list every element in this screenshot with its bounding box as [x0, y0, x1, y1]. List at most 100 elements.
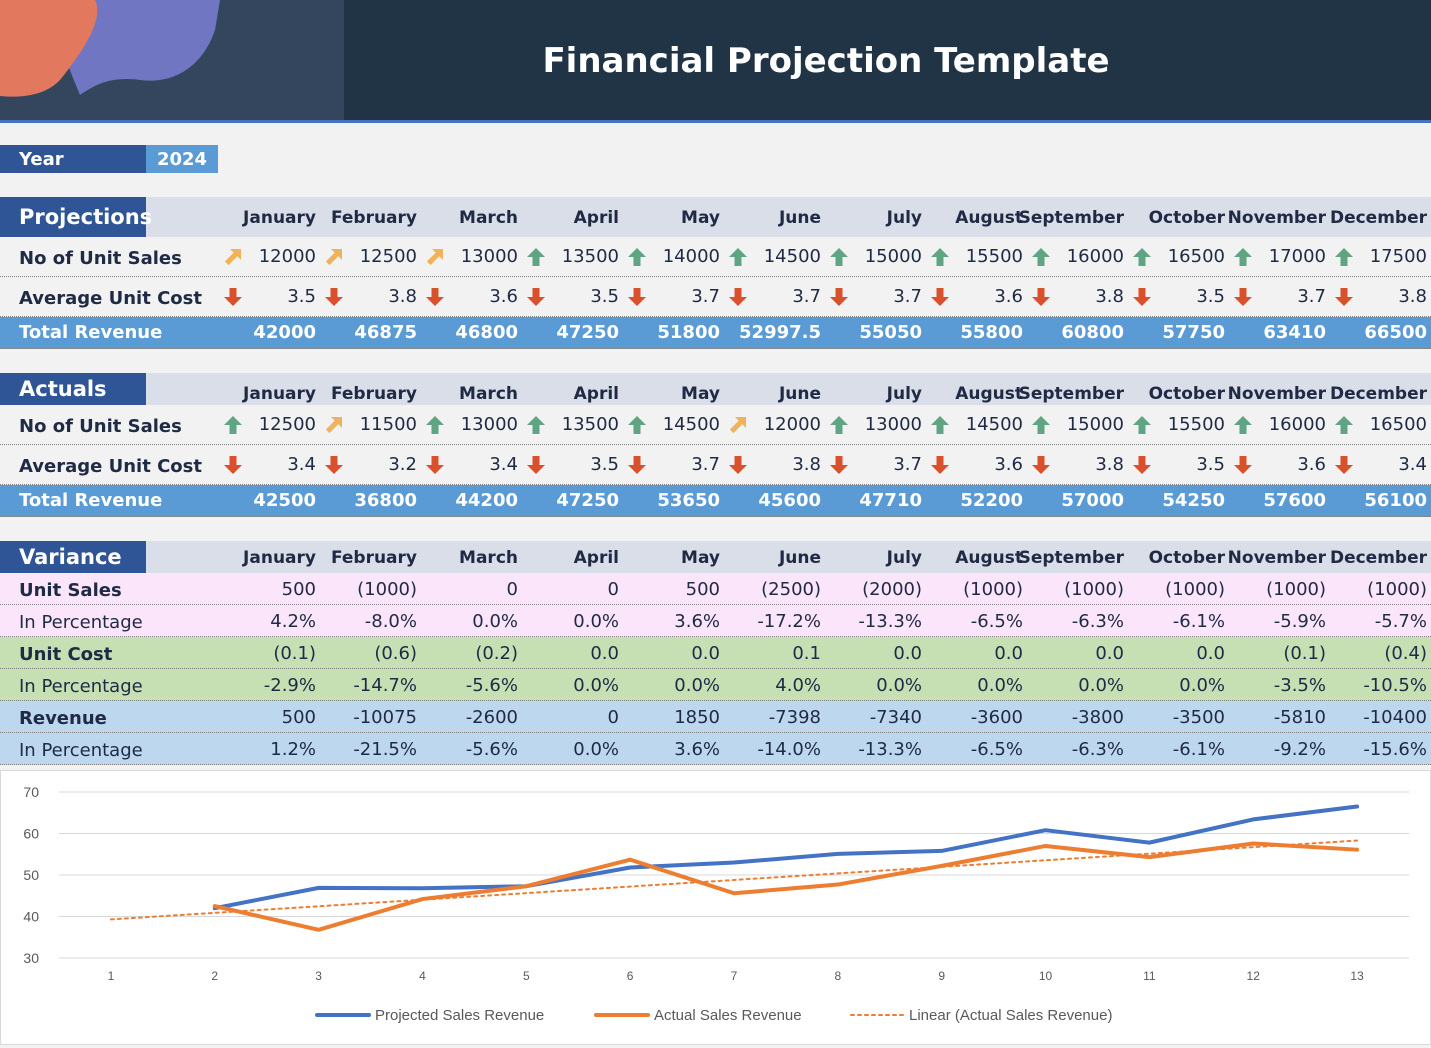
value-cell: 14000 [662, 246, 720, 267]
actuals-month-header: September [1018, 384, 1124, 404]
arrow-down-icon [224, 456, 242, 474]
arrow-up-icon [527, 248, 545, 266]
value-cell: 3.7 [1297, 286, 1326, 307]
x-tick-label: 13 [1350, 969, 1364, 983]
projections-month-header: January [243, 208, 316, 228]
arrow-up-icon [729, 248, 747, 266]
arrow-down-icon [1234, 288, 1252, 306]
variance-month-header: August [955, 548, 1023, 568]
x-tick-label: 9 [938, 969, 945, 983]
value-cell: 3.4 [1398, 454, 1427, 475]
x-tick-label: 8 [835, 969, 842, 983]
value-cell: 15000 [864, 246, 922, 267]
value-cell: -15.6% [1363, 739, 1427, 760]
value-cell: 3.8 [388, 286, 417, 307]
variance-row: In Percentage 4.2% -8.0% 0.0% 0.0% 3.6% -17.2%… [0, 605, 1431, 637]
actuals-header: Actuals January February March April May June… [0, 373, 1431, 405]
arrow-up-right-icon [224, 249, 241, 266]
value-cell: 17500 [1369, 246, 1427, 267]
value-cell: 13500 [561, 414, 619, 435]
year-label: Year [0, 145, 146, 173]
value-cell: 45600 [758, 490, 821, 511]
value-cell: 500 [685, 579, 720, 600]
value-cell: 3.8 [792, 454, 821, 475]
row-label: Average Unit Cost [19, 456, 202, 477]
value-cell: -17.2% [757, 611, 821, 632]
actuals-month-header: July [886, 384, 922, 404]
arrow-down-icon [325, 456, 343, 474]
x-tick-label: 5 [523, 969, 530, 983]
variance-row: In Percentage 1.2% -21.5% -5.6% 0.0% 3.6% -14.… [0, 733, 1431, 765]
value-cell: -14.0% [757, 739, 821, 760]
arrow-down-icon [1335, 288, 1353, 306]
value-cell: -13.3% [858, 611, 922, 632]
value-cell: 57750 [1162, 322, 1225, 343]
variance-row: Unit Sales 500 (1000) 0 0 500 (2500) (2000) (100… [0, 573, 1431, 605]
legend-label: Projected Sales Revenue [375, 1007, 544, 1024]
value-cell: 14500 [763, 246, 821, 267]
value-cell: 3.2 [388, 454, 417, 475]
variance-row: Revenue 500 -10075 -2600 0 1850 -7398 -7340 -360… [0, 701, 1431, 733]
projections-title: Projections [0, 197, 152, 237]
arrow-up-icon [931, 248, 949, 266]
y-tick-label: 60 [23, 826, 39, 842]
value-cell: 13000 [864, 414, 922, 435]
value-cell: 12000 [258, 246, 316, 267]
value-cell: 500 [281, 579, 316, 600]
row-label: No of Unit Sales [19, 248, 182, 269]
value-cell: 0.0 [1095, 643, 1124, 664]
projections-month-header: June [778, 208, 821, 228]
arrow-up-icon [1335, 248, 1353, 266]
value-cell: (1000) [1266, 579, 1326, 600]
x-tick-label: 3 [315, 969, 322, 983]
value-cell: 3.6% [674, 611, 720, 632]
arrow-up-icon [1335, 416, 1353, 434]
value-cell: -7340 [869, 707, 922, 728]
arrow-up-icon [1234, 416, 1252, 434]
actuals-month-header: December [1329, 384, 1427, 404]
year-input[interactable]: 2024 [146, 145, 218, 173]
projections-month-header: March [459, 208, 518, 228]
arrow-down-icon [527, 456, 545, 474]
value-cell: 54250 [1162, 490, 1225, 511]
value-cell: 0.0% [1179, 675, 1225, 696]
x-tick-label: 4 [419, 969, 426, 983]
value-cell: 1.2% [270, 739, 316, 760]
value-cell: 500 [281, 707, 316, 728]
value-cell: (0.1) [273, 643, 316, 664]
value-cell: 12000 [763, 414, 821, 435]
x-tick-label: 2 [211, 969, 218, 983]
value-cell: 60800 [1061, 322, 1124, 343]
value-cell: 3.5 [287, 286, 316, 307]
value-cell: -6.5% [970, 739, 1023, 760]
value-cell: 0.0% [573, 739, 619, 760]
value-cell: -5.7% [1374, 611, 1427, 632]
value-cell: -2.9% [263, 675, 316, 696]
row-label: Revenue [19, 708, 107, 729]
value-cell: 3.5 [1196, 286, 1225, 307]
value-cell: 14500 [965, 414, 1023, 435]
variance-month-header: May [681, 548, 720, 568]
projections-month-header: September [1018, 208, 1124, 228]
value-cell: 15500 [965, 246, 1023, 267]
y-tick-label: 40 [23, 909, 39, 925]
value-cell: 3.4 [489, 454, 518, 475]
y-tick-label: 50 [23, 867, 39, 883]
value-cell: 14500 [662, 414, 720, 435]
arrow-up-right-icon [729, 417, 746, 434]
actuals-month-header: October [1148, 384, 1225, 404]
value-cell: 16000 [1268, 414, 1326, 435]
row-label: In Percentage [19, 612, 143, 633]
value-cell: 47250 [556, 490, 619, 511]
actual-unit-sales-row: No of Unit Sales 12500 11500 13000 13500 145… [0, 405, 1431, 445]
value-cell: 52200 [960, 490, 1023, 511]
value-cell: 3.5 [1196, 454, 1225, 475]
value-cell: 13500 [561, 246, 619, 267]
value-cell: 3.6 [489, 286, 518, 307]
value-cell: (2000) [862, 579, 922, 600]
variance-month-header: July [886, 548, 922, 568]
value-cell: -3800 [1071, 707, 1124, 728]
row-label: No of Unit Sales [19, 416, 182, 437]
value-cell: 3.7 [691, 286, 720, 307]
